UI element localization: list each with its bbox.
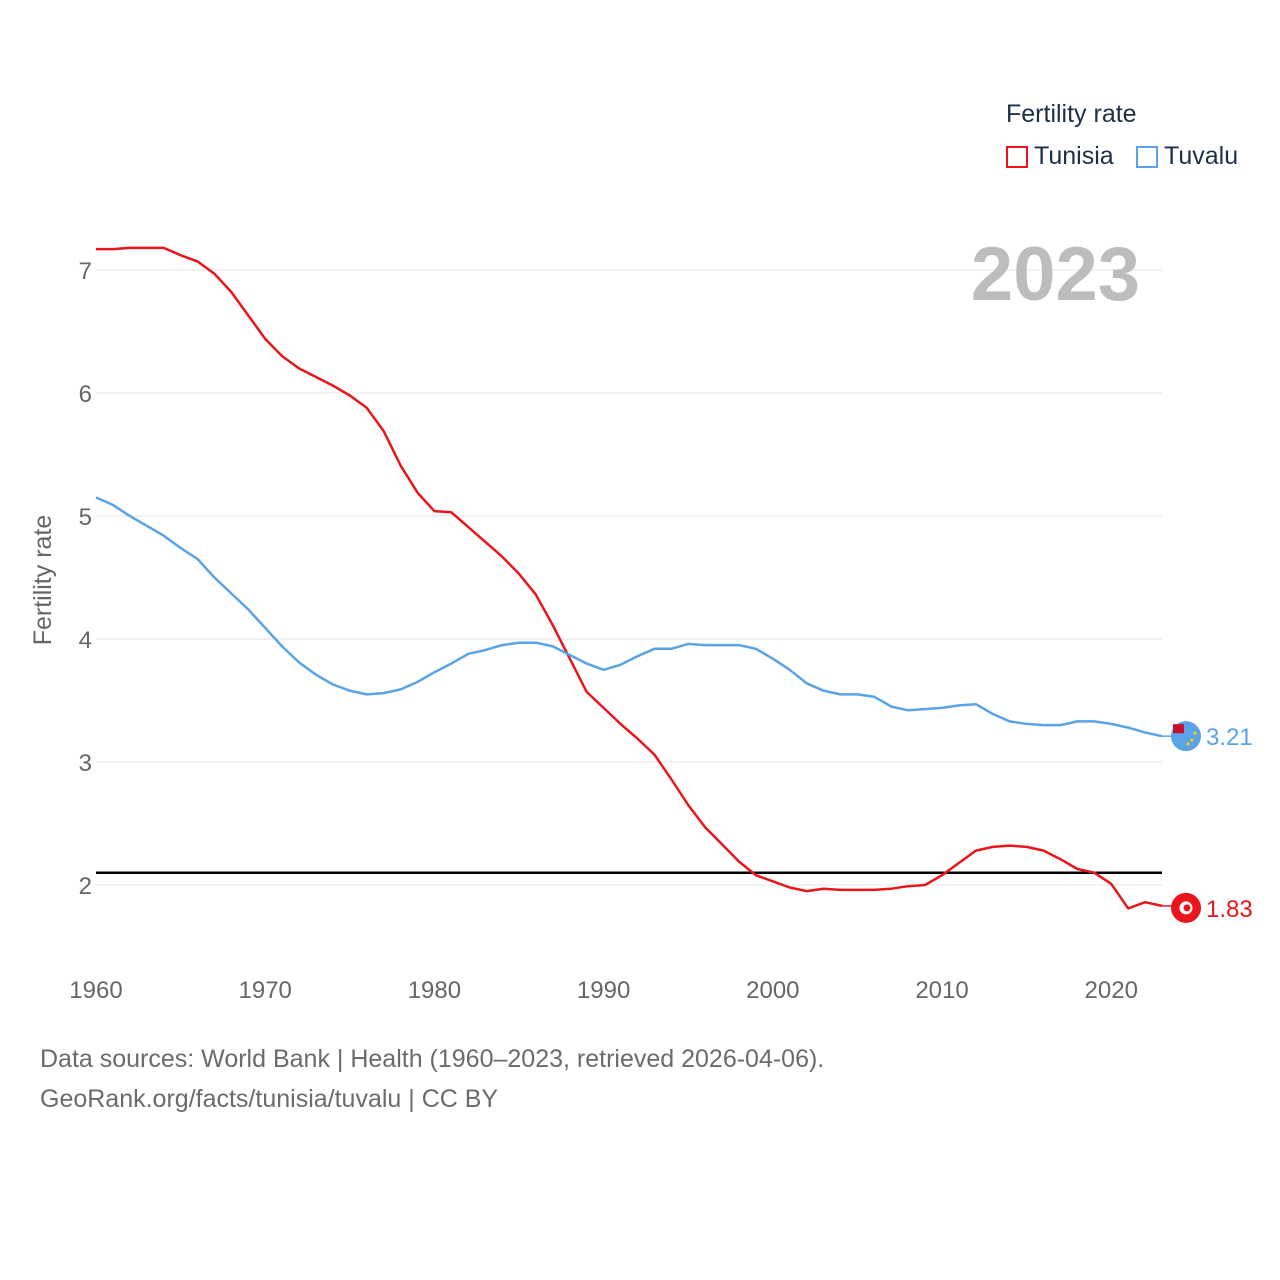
legend-title: Fertility rate	[1006, 100, 1137, 128]
y-tick-4: 4	[79, 627, 92, 654]
series-line-tunisia[interactable]	[96, 246, 1163, 910]
end-label-tuvalu: 3.21	[1206, 724, 1253, 751]
footer-sources: Data sources: World Bank | Health (1960–…	[40, 1045, 825, 1073]
y-axis-ticks: 2 3 4 5 6 7	[79, 258, 92, 900]
x-tick-1970: 1970	[239, 977, 292, 1000]
y-tick-7: 7	[79, 258, 92, 285]
end-label-tunisia: 1.83	[1206, 896, 1253, 923]
year-label: 2023	[971, 232, 1140, 317]
x-tick-2010: 2010	[915, 977, 968, 1000]
x-tick-2020: 2020	[1085, 977, 1138, 1000]
tuvalu-flag-star	[1193, 731, 1197, 735]
legend-label-tunisia: Tunisia	[1034, 142, 1114, 170]
y-axis-label: Fertility rate	[29, 515, 57, 646]
legend-item-tunisia[interactable]: Tunisia	[1006, 142, 1114, 171]
series-lines	[95, 246, 1163, 910]
legend-swatch-tunisia	[1006, 145, 1028, 168]
grid-lines	[96, 269, 1162, 886]
y-tick-3: 3	[79, 750, 92, 777]
legend-item-tuvalu[interactable]: Tuvalu	[1136, 142, 1238, 171]
x-tick-1990: 1990	[577, 977, 630, 1000]
legend-swatch-tuvalu	[1136, 145, 1158, 168]
series-end-markers: 1.83 3.21	[1162, 721, 1253, 923]
y-tick-5: 5	[79, 504, 92, 531]
legend-label-tuvalu: Tuvalu	[1164, 142, 1239, 170]
tuvalu-flag-canton	[1173, 724, 1184, 734]
x-tick-1960: 1960	[69, 977, 122, 1000]
x-tick-1980: 1980	[408, 977, 461, 1000]
y-tick-2: 2	[79, 873, 92, 900]
series-line-tuvalu[interactable]	[95, 496, 1163, 738]
x-axis-ticks: 1960 1970 1980 1990 2000 2010 2020	[69, 977, 1138, 1000]
tuvalu-flag-star	[1186, 742, 1190, 746]
tuvalu-flag-star	[1190, 738, 1194, 742]
footer-attribution[interactable]: GeoRank.org/facts/tunisia/tuvalu | CC BY	[40, 1085, 499, 1113]
y-tick-6: 6	[79, 381, 92, 408]
tunisia-flag-crescent	[1183, 904, 1191, 912]
x-tick-2000: 2000	[746, 977, 799, 1000]
line-chart: 2 3 4 5 6 7 1960 1970 1980 1990 2000 2010 2020 2023…	[29, 232, 1253, 1000]
